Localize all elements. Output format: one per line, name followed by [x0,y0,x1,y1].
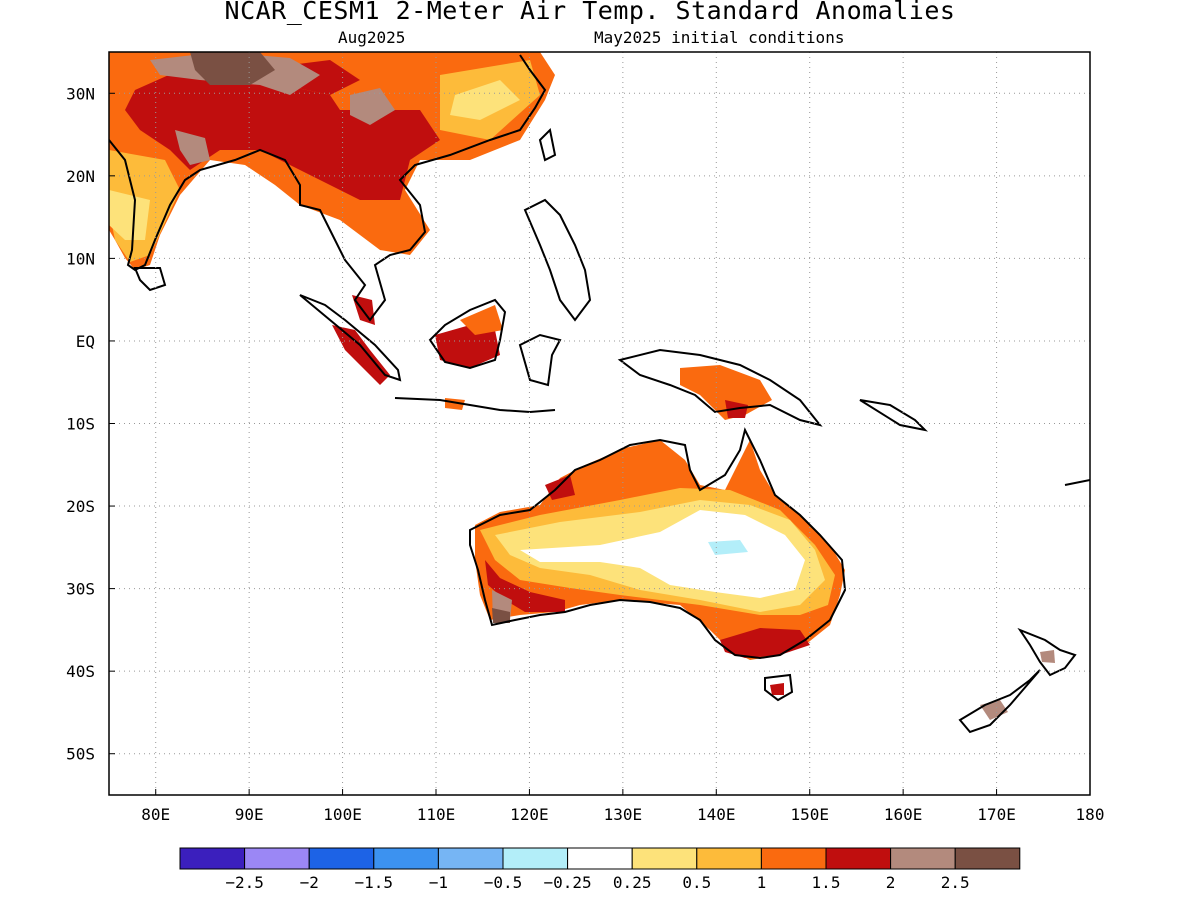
anomaly-shading [109,52,1055,720]
x-tick-label: 150E [790,805,829,824]
tasmania-anomaly-red [770,683,784,695]
x-tick-label: 130E [604,805,643,824]
asia-anomaly-red [125,70,440,200]
x-tick-label: 110E [417,805,456,824]
borneo-anomaly-orange [460,305,503,335]
sumatra-anomaly-red [332,325,390,385]
colorbar-label: −0.5 [484,873,523,892]
colorbar-swatch [631,847,698,870]
colorbar-swatch [696,847,762,870]
colorbar-swatch [308,847,375,870]
x-tick-label: 80E [141,805,170,824]
colorbar-legend: −2.5 −2 −1.5 −1 −0.5 −0.25 0.25 0.5 1 1.5 2 2.5 [179,847,1021,892]
valid-month-label: Aug2025 [338,28,406,47]
colorbar-label: −1 [429,873,448,892]
asia-anomaly-brown [175,130,210,165]
asia-anomaly-brown [350,88,395,125]
x-tick-label: 90E [235,805,264,824]
colorbar-label: −0.25 [544,873,592,892]
colorbar-label: −2 [300,873,319,892]
latitude-axis: 30N 20N 10N EQ 10S 20S 30S 40S 50S [66,84,115,764]
longitude-axis: 80E 90E 100E 110E 120E 130E 140E 150E 160E 170E 18… [141,789,1104,824]
colorbar-swatch [244,847,310,870]
y-tick-label: 30S [66,580,95,599]
australia-anomaly-red [545,475,575,500]
x-tick-label: 100E [323,805,362,824]
colorbar-label: −1.5 [355,873,394,892]
y-tick-label: 10S [66,415,95,434]
new-zealand-anomaly-brown [1040,650,1055,663]
y-tick-label: 30N [66,84,95,103]
y-tick-label: 50S [66,745,95,764]
colorbar-label: 0.5 [682,873,711,892]
borneo-anomaly-red [435,325,500,368]
x-tick-label: 120E [510,805,549,824]
colorbar-swatch [373,847,439,870]
y-tick-label: 20N [66,167,95,186]
x-tick-label: 160E [884,805,923,824]
y-tick-label: EQ [76,332,95,351]
graticule [109,52,1090,795]
asia-anomaly-yellow [450,80,520,120]
asia-anomaly-dark-brown [190,52,275,85]
australia-anomaly-dark-brown [492,608,510,623]
australia-anomaly-light-blue [708,540,748,555]
colorbar-swatch [760,847,827,870]
initial-conditions-label: May2025 initial conditions [594,28,845,47]
colorbar-swatch [890,847,956,870]
colorbar-swatch [567,847,633,870]
y-tick-label: 40S [66,662,95,681]
colorbar-swatch [437,847,504,870]
colorbar-label: 1 [757,873,767,892]
colorbar-label: 1.5 [812,873,841,892]
colorbar-label: 0.25 [613,873,652,892]
india-anomaly-yellow [109,190,150,240]
colorbar-swatch [825,847,892,870]
x-tick-label: 180 [1076,805,1105,824]
colorbar-swatch [954,847,1021,870]
x-tick-label: 170E [977,805,1016,824]
australia-anomaly-white [520,510,805,598]
map-title: NCAR_CESM1 2-Meter Air Temp. Standard An… [224,0,956,25]
y-tick-label: 20S [66,497,95,516]
y-tick-label: 10N [66,249,95,268]
colorbar-swatch [502,847,569,870]
coastlines [109,54,1090,734]
colorbar-label: −2.5 [225,873,264,892]
x-tick-label: 140E [697,805,736,824]
colorbar-label: 2.5 [941,873,970,892]
colorbar-label: 2 [886,873,896,892]
colorbar-swatch [179,847,246,870]
